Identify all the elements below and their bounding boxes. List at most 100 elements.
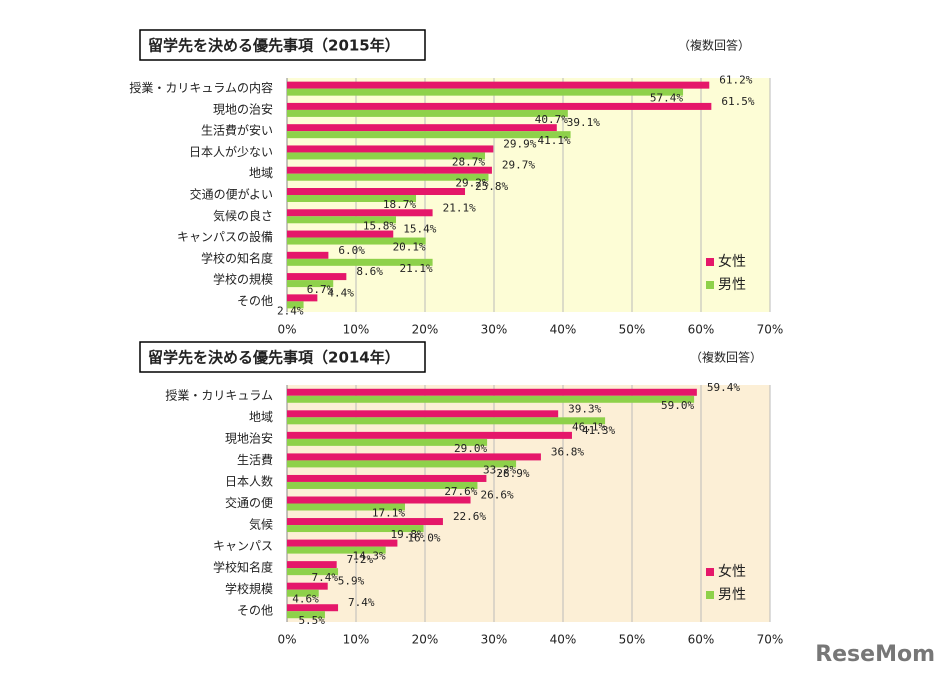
bar xyxy=(287,195,417,202)
y-tick-label: 授業・カリキュラムの内容 xyxy=(129,80,273,95)
value-label: 41.3% xyxy=(582,424,615,437)
value-label: 28.7% xyxy=(452,155,485,168)
x-tick-label: 70% xyxy=(757,633,784,647)
value-label: 26.6% xyxy=(481,489,514,502)
chart-title: 留学先を決める優先事項（2014年） xyxy=(148,349,400,367)
value-label: 18.7% xyxy=(383,198,416,211)
value-label: 33.2% xyxy=(483,463,516,476)
chart-title: 留学先を決める優先事項（2015年） xyxy=(148,37,400,55)
bar xyxy=(287,273,347,281)
bar xyxy=(287,230,394,238)
y-tick-label: 学校知名度 xyxy=(213,560,273,575)
x-tick-label: 40% xyxy=(550,633,577,647)
value-label: 16.0% xyxy=(407,532,440,545)
title-box xyxy=(139,29,426,61)
bar xyxy=(287,496,471,504)
bar xyxy=(287,611,325,619)
bar xyxy=(287,280,334,288)
y-tick-label: 現地治安 xyxy=(225,430,273,445)
x-tick-label: 60% xyxy=(688,633,715,647)
y-tick-label: その他 xyxy=(237,294,273,308)
bar xyxy=(287,431,572,439)
bar xyxy=(287,81,710,89)
value-label: 29.2% xyxy=(455,177,488,190)
bar xyxy=(287,301,304,309)
value-label: 5.9% xyxy=(338,575,365,588)
x-tick-label: 50% xyxy=(619,633,646,647)
value-label: 29.7% xyxy=(502,159,535,172)
value-label: 6.7% xyxy=(307,283,334,296)
value-label: 28.9% xyxy=(496,467,529,480)
bar xyxy=(287,546,386,554)
value-label: 2.4% xyxy=(277,304,304,317)
bar xyxy=(287,166,492,174)
value-label: 39.3% xyxy=(568,402,601,415)
value-label: 29.9% xyxy=(503,137,536,150)
y-tick-label: 地域 xyxy=(249,166,273,180)
bar xyxy=(287,604,339,612)
x-tick-label: 30% xyxy=(481,633,508,647)
legend-swatch xyxy=(706,568,714,576)
value-label: 17.1% xyxy=(372,507,405,520)
value-label: 41.1% xyxy=(537,134,570,147)
bar xyxy=(287,453,541,461)
value-label: 40.7% xyxy=(535,113,568,126)
x-tick-label: 50% xyxy=(619,323,646,337)
value-label: 25.8% xyxy=(475,180,508,193)
bar xyxy=(287,152,486,160)
bar xyxy=(287,251,329,259)
y-tick-label: 授業・カリキュラム xyxy=(165,387,273,402)
bar xyxy=(287,258,433,266)
value-label: 21.1% xyxy=(399,262,432,275)
bar xyxy=(287,88,684,96)
x-tick-label: 30% xyxy=(481,323,508,337)
value-label: 39.1% xyxy=(567,116,600,129)
y-tick-label: 学校規模 xyxy=(225,581,273,596)
value-label: 61.2% xyxy=(719,74,752,87)
bar xyxy=(287,518,443,526)
value-label: 46.1% xyxy=(572,420,605,433)
x-tick-label: 0% xyxy=(277,323,296,337)
value-label: 22.6% xyxy=(453,510,486,523)
bar xyxy=(287,131,571,139)
bar xyxy=(287,395,695,403)
y-tick-label: その他 xyxy=(237,604,273,618)
value-label: 7.2% xyxy=(347,553,374,566)
value-label: 19.8% xyxy=(390,528,423,541)
legend-label: 女性 xyxy=(718,563,746,580)
legend-swatch xyxy=(706,258,714,266)
y-tick-label: 地域 xyxy=(249,410,273,424)
bar xyxy=(287,173,489,181)
bar xyxy=(287,237,426,245)
bar xyxy=(287,109,568,117)
value-label: 7.4% xyxy=(312,571,339,584)
value-label: 8.6% xyxy=(356,265,383,278)
x-tick-label: 10% xyxy=(343,633,370,647)
y-tick-label: 気候の良さ xyxy=(213,208,273,223)
value-label: 14.3% xyxy=(353,550,386,563)
value-label: 20.1% xyxy=(393,241,426,254)
x-tick-label: 70% xyxy=(757,323,784,337)
y-tick-label: 交通の便 xyxy=(225,495,273,510)
value-label: 4.4% xyxy=(327,286,354,299)
bar xyxy=(287,568,339,576)
value-label: 15.4% xyxy=(403,223,436,236)
bar xyxy=(287,438,488,446)
watermark: ReseMom xyxy=(815,642,935,667)
legend-swatch xyxy=(706,591,714,599)
value-label: 29.0% xyxy=(454,442,487,455)
value-label: 7.4% xyxy=(348,596,375,609)
value-label: 21.1% xyxy=(443,201,476,214)
bar xyxy=(287,417,606,425)
x-tick-label: 20% xyxy=(412,323,439,337)
x-tick-label: 20% xyxy=(412,633,439,647)
value-label: 36.8% xyxy=(551,445,584,458)
y-tick-label: 生活費 xyxy=(237,452,273,467)
x-tick-label: 60% xyxy=(688,323,715,337)
bar xyxy=(287,216,397,224)
legend-label: 男性 xyxy=(718,587,746,603)
bar xyxy=(287,388,697,396)
legend-label: 男性 xyxy=(718,277,746,293)
value-label: 4.6% xyxy=(292,593,319,606)
